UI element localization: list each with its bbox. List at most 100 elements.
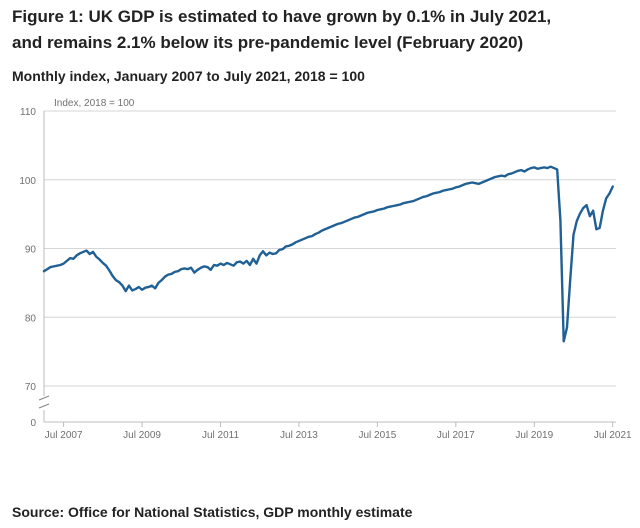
data-point-2017-04: [445, 189, 447, 191]
data-point-2013-02: [282, 248, 284, 250]
data-point-2010-11: [193, 271, 195, 274]
x-tick-label-2013-07: Jul 2013: [280, 430, 318, 441]
data-point-2018-09: [501, 175, 503, 177]
x-tick-label-2009-07: Jul 2009: [123, 430, 161, 441]
data-point-2013-08: [301, 238, 303, 241]
data-point-2020-06: [569, 278, 571, 281]
y-axis-unit-label: Index, 2018 = 100: [54, 98, 135, 109]
data-point-2012-11: [272, 253, 274, 255]
data-point-2010-09: [187, 268, 189, 270]
data-point-2007-01: [43, 270, 45, 272]
data-point-2020-08: [576, 220, 578, 222]
data-point-2007-06: [59, 264, 61, 266]
data-point-2008-04: [92, 251, 94, 253]
data-point-2009-12: [157, 282, 159, 284]
data-point-2007-10: [72, 258, 75, 260]
data-point-2019-02: [517, 170, 519, 172]
gdp-line-chart: 70 80 90 100 110 0 Jul 2007 Jul 2009 Jul 2011 Jul…: [19, 98, 632, 441]
data-point-2012-09: [265, 254, 267, 256]
data-point-2010-10: [190, 267, 192, 269]
data-point-2012-06: [255, 263, 258, 265]
data-point-2018-03: [481, 181, 483, 184]
data-point-2011-09: [226, 262, 228, 264]
data-point-2012-10: [268, 252, 271, 254]
data-point-2015-08: [380, 208, 382, 210]
data-point-2017-05: [448, 188, 450, 190]
figure-title-line-2: and remains 2.1% below its pre-pandemic …: [12, 33, 524, 52]
data-point-2016-09: [422, 196, 424, 198]
data-point-2017-02: [438, 191, 441, 193]
data-point-2015-04: [366, 212, 369, 214]
data-point-2017-10: [465, 183, 467, 185]
data-point-2016-08: [419, 197, 421, 199]
data-point-2010-08: [183, 267, 186, 270]
data-point-2013-11: [311, 235, 313, 237]
data-point-2016-12: [432, 192, 434, 195]
data-point-2009-07: [141, 289, 143, 291]
data-point-2013-05: [291, 243, 294, 245]
data-point-2011-08: [223, 264, 225, 266]
data-point-2009-10: [151, 285, 153, 287]
axes: 70 80 90 100 110 0 Jul 2007 Jul 2009 Jul 2011 Jul…: [19, 107, 632, 441]
data-point-2020-02: [556, 168, 558, 171]
x-tick-label-2015-07: Jul 2015: [358, 430, 396, 441]
data-point-2013-01: [278, 249, 280, 251]
data-point-2018-10: [504, 175, 506, 177]
data-point-2012-12: [275, 252, 277, 254]
data-point-2016-10: [425, 195, 428, 197]
x-tick-label-2021-07: Jul 2021: [594, 430, 632, 441]
data-point-2009-03: [128, 285, 130, 287]
data-point-2014-12: [353, 216, 356, 219]
data-point-2008-03: [89, 253, 91, 255]
data-point-2020-04: [563, 340, 565, 342]
data-point-2019-11: [546, 167, 548, 169]
data-point-2014-03: [324, 228, 326, 230]
data-point-2018-11: [507, 173, 509, 175]
data-point-2021-06: [608, 192, 611, 195]
data-point-2021-03: [599, 227, 601, 229]
data-point-2013-06: [295, 241, 297, 243]
data-point-2009-02: [125, 290, 127, 292]
data-point-2019-01: [514, 171, 516, 173]
data-point-2007-07: [63, 263, 65, 265]
data-point-2008-10: [112, 275, 114, 277]
data-point-2016-03: [402, 202, 405, 204]
data-point-2007-04: [53, 265, 55, 267]
y-tick-label-80: 80: [25, 313, 37, 324]
data-point-2019-04: [523, 170, 526, 173]
y-tick-label-110: 110: [20, 107, 36, 118]
data-point-2008-02: [85, 249, 88, 252]
data-point-2019-07: [533, 166, 535, 168]
data-point-2008-07: [102, 262, 104, 264]
data-point-2010-07: [180, 268, 182, 270]
data-point-2014-09: [344, 221, 346, 223]
data-point-2019-09: [540, 167, 542, 169]
data-point-2013-09: [304, 237, 307, 239]
data-point-2010-03: [167, 274, 169, 276]
data-point-2018-06: [491, 177, 493, 179]
series-line-0: [42, 165, 614, 343]
data-point-2014-07: [337, 223, 339, 225]
data-point-2020-05: [566, 326, 568, 329]
data-point-2021-02: [595, 228, 597, 230]
figure-title-line-1: Figure 1: UK GDP is estimated to have gr…: [12, 7, 552, 26]
data-point-2016-01: [396, 204, 398, 206]
data-point-2009-06: [138, 286, 140, 288]
data-point-2009-05: [134, 288, 137, 290]
data-point-2015-07: [376, 209, 378, 211]
y-tick-label-100: 100: [19, 176, 36, 187]
data-point-2015-11: [389, 205, 392, 208]
data-point-2014-02: [321, 230, 323, 232]
data-point-2008-08: [105, 265, 107, 267]
x-tick-label-2019-07: Jul 2019: [515, 430, 553, 441]
y-tick-label-90: 90: [25, 245, 37, 256]
data-point-2019-05: [527, 168, 529, 171]
data-point-2019-03: [520, 169, 522, 171]
data-point-2016-04: [406, 201, 408, 204]
figure-subtitle: Monthly index, January 2007 to July 2021…: [12, 68, 365, 84]
y-tick-label-70: 70: [25, 382, 37, 393]
data-point-2008-09: [108, 269, 110, 272]
data-point-2008-05: [95, 256, 97, 258]
data-point-2017-07: [455, 186, 457, 188]
source-note: Source: Office for National Statistics, …: [12, 504, 413, 520]
